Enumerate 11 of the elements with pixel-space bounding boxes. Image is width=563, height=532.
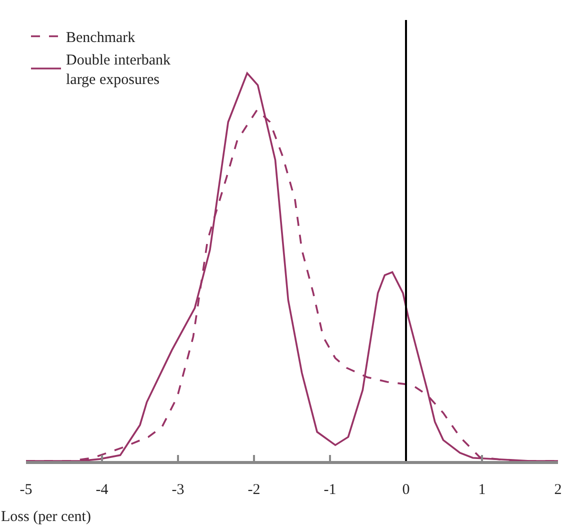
legend-label: Benchmark xyxy=(66,30,136,46)
x-tick-label: -5 xyxy=(20,482,32,498)
x-tick-label: 1 xyxy=(478,482,486,498)
x-axis-title: Loss (per cent) xyxy=(1,509,91,525)
x-tick-label: 0 xyxy=(402,482,410,498)
legend-label: Double interbank large exposures xyxy=(66,52,172,88)
x-tick-label: 2 xyxy=(554,482,562,498)
x-tick-label: -2 xyxy=(248,482,260,498)
x-tick-label: -3 xyxy=(172,482,184,498)
x-tick-label: -1 xyxy=(324,482,336,498)
x-tick-label: -4 xyxy=(96,482,109,498)
